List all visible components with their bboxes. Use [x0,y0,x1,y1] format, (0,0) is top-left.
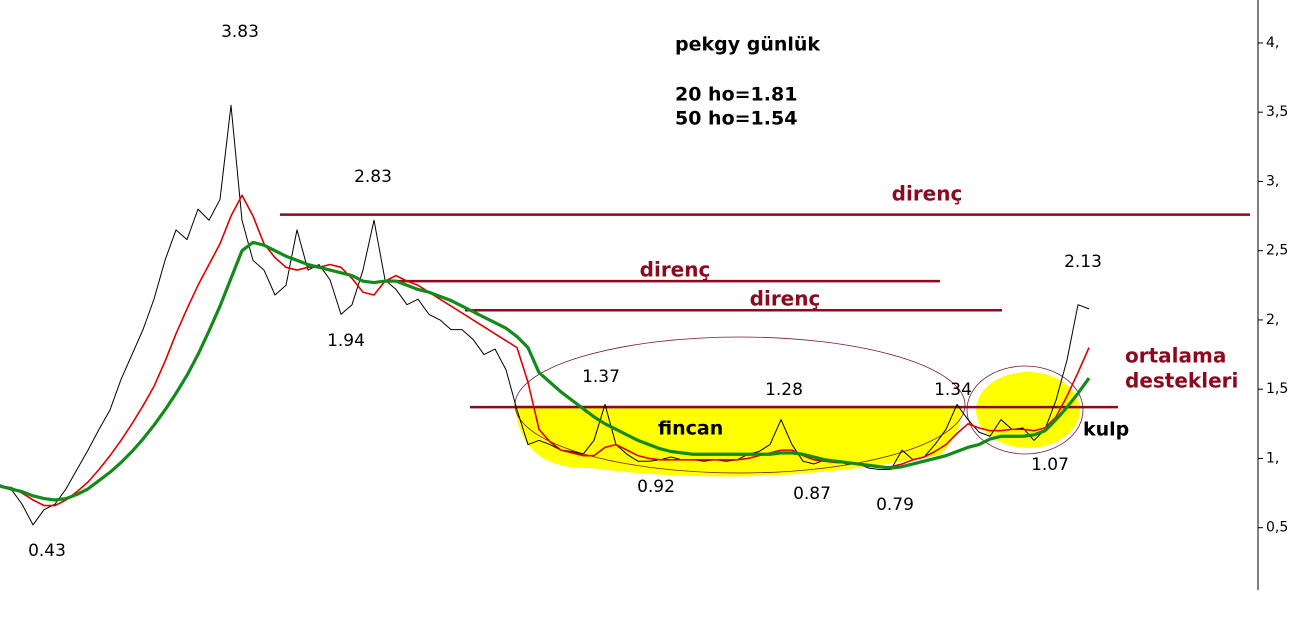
y-tick-label: 4, [1266,35,1279,51]
pattern-label: fincan [658,418,723,440]
price-label: 1.37 [582,367,620,387]
y-tick-label: 2, [1266,312,1279,328]
price-label: 2.83 [354,167,392,187]
support-label: destekleri [1125,369,1238,393]
handle-outline [966,365,1084,455]
resistance-label: direnç [892,182,963,206]
resistance-label: direnç [640,258,711,282]
ma-label: 50 ho=1.54 [675,108,797,130]
ma-label: 20 ho=1.81 [675,84,797,106]
cup-fill [515,405,961,477]
pattern-label: kulp [1083,419,1129,441]
y-tick-label: 1, [1266,450,1279,466]
price-label: 0.43 [28,541,66,561]
series-line [0,240,1091,502]
series-line [0,104,1090,526]
cup-outline [514,336,966,474]
resistance-label: direnç [750,287,821,311]
series-line [0,194,1090,507]
price-label: 1.34 [934,380,972,400]
price-label: 1.94 [327,331,365,351]
plot-area [0,0,1263,590]
y-tick-label: 0,5 [1266,520,1288,536]
support-label: ortalama [1125,344,1226,368]
y-tick-label: 2,5 [1266,243,1288,259]
price-label: 3.83 [221,22,259,42]
y-tick-label: 1,5 [1266,381,1288,397]
chart-title: pekgy günlük [675,34,820,56]
price-label: 0.87 [793,484,831,504]
y-tick-label: 3, [1266,173,1279,189]
price-label: 0.79 [876,495,914,515]
price-label: 0.92 [637,477,675,497]
price-label: 1.07 [1031,455,1069,475]
handle-fill [976,372,1080,448]
price-label: 2.13 [1064,252,1102,272]
price-label: 1.28 [765,380,803,400]
y-tick-label: 3,5 [1266,104,1288,120]
